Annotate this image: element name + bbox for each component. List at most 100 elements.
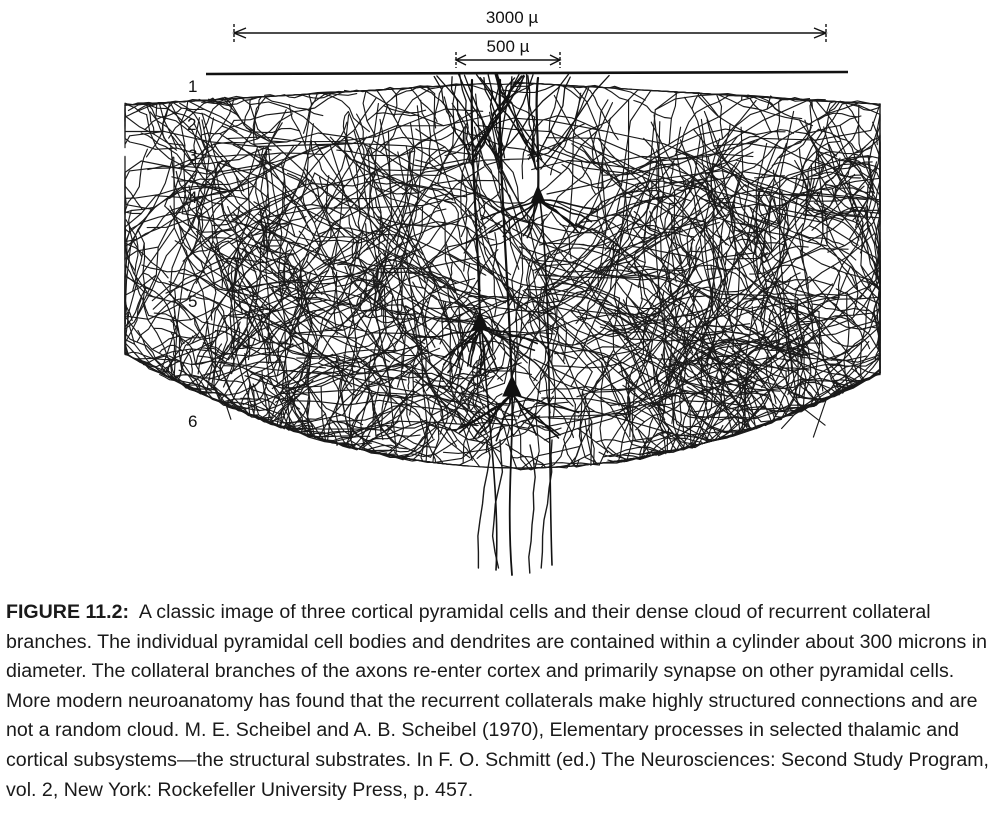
collateral-branch — [299, 378, 364, 426]
collateral-branch — [253, 132, 487, 229]
collateral-branch — [670, 295, 721, 303]
collateral-branch — [172, 308, 177, 335]
collateral-branch — [271, 268, 369, 390]
collateral-branch — [744, 327, 779, 344]
basal-dendrite-branch — [511, 393, 538, 436]
collateral-branch — [570, 310, 613, 338]
collateral-branch — [151, 122, 283, 302]
collateral-branch — [735, 274, 881, 394]
scale-bar-3000 — [232, 24, 828, 42]
collateral-branch — [367, 349, 428, 368]
collateral-branch — [647, 402, 750, 421]
collateral-branch — [580, 160, 597, 196]
basal-dendrite-branch — [479, 327, 538, 345]
collateral-branch — [656, 294, 694, 354]
basal-dendrite-branch — [480, 393, 513, 434]
collateral-branch — [169, 132, 252, 295]
collateral-branch — [598, 158, 660, 291]
collateral-branch — [726, 212, 819, 260]
collateral-branch — [339, 419, 428, 451]
collateral-branch — [361, 156, 440, 210]
collateral-branch — [533, 462, 600, 466]
basal-dendrite-branch — [526, 199, 539, 239]
collateral-branch — [586, 328, 634, 345]
collateral-branch — [471, 353, 486, 394]
collateral-branch — [375, 112, 420, 117]
collateral-branch — [789, 324, 810, 356]
collateral-branch — [780, 298, 839, 328]
collateral-branch — [800, 163, 813, 257]
collateral-branch — [677, 394, 741, 434]
apical-tuft-branch — [540, 74, 610, 170]
collateral-branch — [202, 342, 226, 355]
collateral-branch — [338, 303, 378, 312]
collateral-branch — [706, 119, 821, 223]
axon-cell-3 — [508, 389, 514, 576]
collateral-branch — [710, 138, 721, 215]
collateral-branch — [140, 132, 185, 167]
collateral-branch — [374, 181, 467, 198]
collateral-branch — [401, 264, 517, 348]
descending-fiber — [528, 444, 536, 574]
collateral-branch — [771, 161, 811, 189]
collateral-branch — [458, 424, 472, 467]
collateral-branch — [135, 322, 178, 374]
collateral-branch — [233, 255, 272, 365]
collateral-branch — [475, 237, 512, 276]
collateral-branch — [658, 402, 726, 455]
collateral-branch — [800, 140, 841, 172]
collateral-branch — [489, 213, 548, 247]
collateral-branch — [201, 347, 226, 355]
collateral-branch — [746, 361, 759, 412]
collateral-branch — [793, 232, 875, 290]
collateral-branch — [124, 194, 212, 247]
collateral-branch — [433, 85, 445, 129]
collateral-branch — [358, 375, 382, 450]
collateral-branch — [577, 309, 620, 407]
collateral-branch — [431, 314, 461, 416]
collateral-branch — [441, 299, 511, 324]
collateral-branch — [755, 271, 784, 298]
collateral-branch — [124, 156, 174, 304]
collateral-branch — [597, 137, 696, 241]
collateral-branch — [409, 291, 471, 416]
collateral-branch — [124, 242, 169, 279]
collateral-branch — [810, 139, 873, 201]
collateral-branch — [296, 344, 422, 359]
apical-tuft-branch — [475, 74, 539, 158]
collateral-branch — [329, 335, 378, 349]
collateral-branch — [591, 99, 609, 165]
collateral-branch — [612, 297, 679, 398]
basal-dendrite-branch — [537, 199, 593, 223]
collateral-branch — [679, 139, 715, 307]
apical-tuft-branch — [536, 76, 571, 162]
collateral-branch — [623, 324, 659, 424]
collateral-branch — [336, 149, 416, 157]
collateral-branch — [691, 176, 725, 185]
collateral-branch — [734, 238, 786, 246]
collateral-branch — [278, 341, 313, 359]
collateral-branch — [766, 357, 881, 372]
collateral-branch — [635, 386, 718, 431]
collateral-branch — [281, 359, 346, 386]
apical-dendrite-cell-2 — [470, 78, 482, 322]
collateral-branch — [859, 205, 878, 300]
axon-cell-2 — [481, 329, 498, 571]
collateral-branch — [708, 374, 760, 430]
collateral-branch — [264, 93, 306, 99]
collateral-branch — [258, 313, 279, 384]
collateral-branch — [167, 333, 198, 373]
collateral-branch — [548, 117, 611, 279]
collateral-branch — [716, 93, 814, 127]
collateral-branch — [697, 95, 786, 136]
collateral-branch — [467, 387, 479, 409]
collateral-branch — [516, 289, 594, 308]
collateral-branch — [675, 335, 688, 441]
collateral-branch — [514, 464, 545, 471]
collateral-branch — [472, 188, 502, 216]
apical-tuft-branch — [458, 73, 471, 152]
collateral-branch — [407, 214, 474, 239]
collateral-branch — [712, 299, 745, 335]
collateral-branch — [339, 118, 393, 440]
collateral-branch — [670, 184, 746, 297]
